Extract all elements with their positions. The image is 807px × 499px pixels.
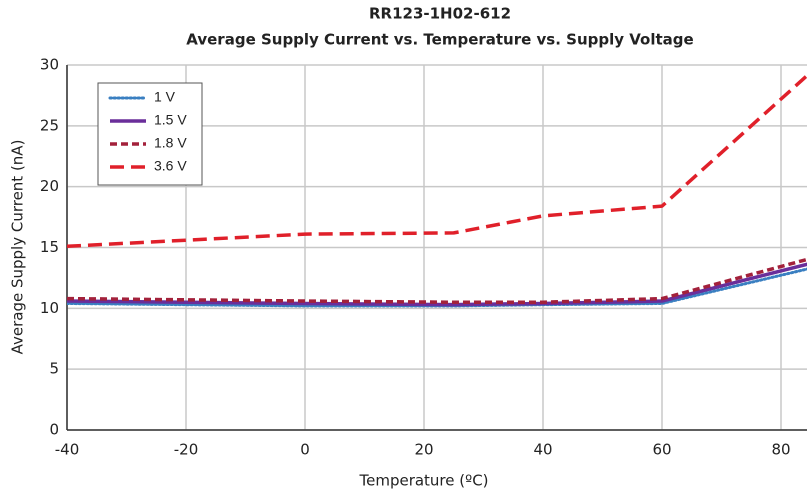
- x-tick-label: 60: [652, 441, 671, 459]
- y-tick-label: 0: [49, 421, 59, 439]
- y-tick-label: 5: [49, 360, 59, 378]
- plot-lines: [67, 73, 807, 308]
- chart-subtitle: Average Supply Current vs. Temperature v…: [186, 31, 693, 49]
- series-line: [67, 257, 807, 304]
- x-tick-label: -40: [55, 441, 80, 459]
- y-tick-label: 25: [40, 116, 59, 134]
- x-axis-label: Temperature (ºC): [358, 472, 488, 490]
- y-axis-label: Average Supply Current (nA): [9, 140, 27, 355]
- legend-label: 1.8 V: [154, 135, 187, 151]
- series-line: [67, 73, 807, 249]
- chart-title: RR123-1H02-612: [369, 5, 511, 23]
- legend: 1 V 1.5 V 1.8 V 3.6 V: [97, 82, 203, 186]
- x-tick-label: 80: [771, 441, 790, 459]
- y-tick-label: 15: [40, 238, 59, 256]
- legend-label: 1.5 V: [154, 112, 187, 128]
- x-tick-label: 20: [414, 441, 433, 459]
- legend-label: 3.6 V: [154, 158, 187, 174]
- y-tick-label: 10: [40, 299, 59, 317]
- x-tick-label: 0: [300, 441, 310, 459]
- series-line: [67, 262, 807, 307]
- x-tick-label: -20: [174, 441, 199, 459]
- legend-label: 1 V: [154, 89, 176, 105]
- x-tick-label: 40: [533, 441, 552, 459]
- y-tick-label: 20: [40, 177, 59, 195]
- y-tick-label: 30: [40, 56, 59, 74]
